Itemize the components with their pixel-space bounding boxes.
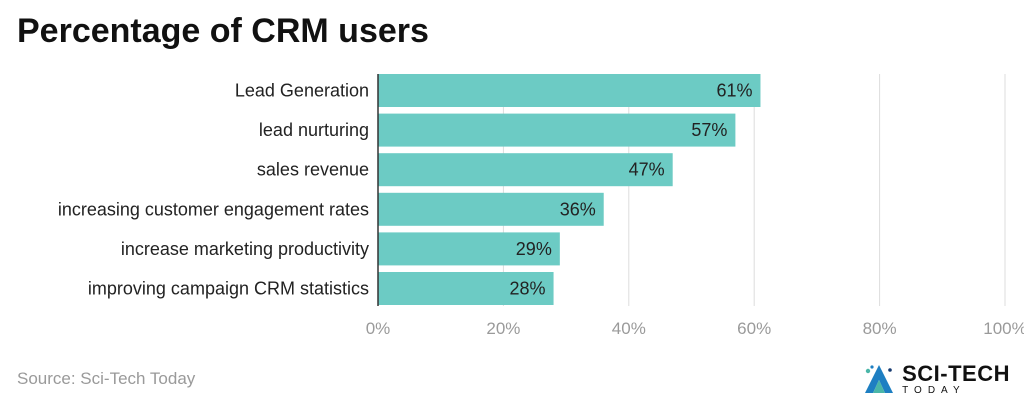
bar [378,232,560,266]
sci-tech-logo: SCI-TECH TODAY [862,361,1010,397]
category-labels: Lead Generation lead nurturing sales reven… [58,81,369,299]
bar [378,74,761,107]
x-tick-label: 100% [983,319,1024,338]
category-label: increasing customer engagement rates [58,199,369,219]
category-label: improving campaign CRM statistics [88,279,369,299]
source-note: Source: Sci-Tech Today [17,369,196,388]
logo-subtitle: TODAY [902,384,966,396]
x-tick-labels: 0% 20% 40% 60% 80% 100% [366,319,1024,338]
x-tick-label: 20% [486,319,520,338]
bar [378,272,554,305]
bars [378,74,761,305]
x-tick-label: 80% [863,319,897,338]
x-tick-label: 0% [366,319,391,338]
bar-chart: Lead Generation lead nurturing sales reven… [58,74,1024,338]
value-label: 47% [629,160,665,180]
bar [378,113,736,147]
bar [378,153,673,187]
value-label: 36% [560,199,596,219]
value-label: 61% [716,81,752,101]
sci-tech-logo-icon [865,365,894,393]
category-label: sales revenue [257,160,369,180]
x-tick-label: 40% [612,319,646,338]
value-label: 57% [691,120,727,140]
value-label: 29% [516,239,552,259]
x-tick-label: 60% [737,319,771,338]
logo-name: SCI-TECH [902,360,1010,386]
chart-title: Percentage of CRM users [17,12,429,50]
grid-lines [502,74,1006,306]
value-label: 28% [510,279,546,299]
bar [378,192,604,226]
value-labels: 61% 57% 47% 36% 29% 28% [510,81,753,299]
category-label: increase marketing productivity [121,239,369,259]
category-label: lead nurturing [259,120,369,140]
category-label: Lead Generation [235,81,369,101]
